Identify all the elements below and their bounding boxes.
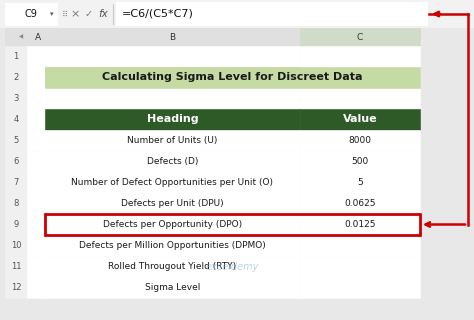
Text: Defects per Million Opportunities (DPMO): Defects per Million Opportunities (DPMO) xyxy=(79,241,266,250)
Text: C9: C9 xyxy=(25,9,37,19)
Bar xyxy=(5,46,27,67)
Text: Number of Defect Opportunities per Unit (O): Number of Defect Opportunities per Unit … xyxy=(72,178,273,187)
Text: 10: 10 xyxy=(11,241,21,250)
Text: Sigma Level: Sigma Level xyxy=(145,283,200,292)
Text: =C6/(C5*C7): =C6/(C5*C7) xyxy=(122,9,194,19)
Bar xyxy=(300,109,420,130)
Bar xyxy=(300,193,420,214)
Text: Calculating Sigma Level for Discreet Data: Calculating Sigma Level for Discreet Dat… xyxy=(102,73,363,83)
Bar xyxy=(27,256,45,277)
Bar xyxy=(5,3,57,25)
Text: 1: 1 xyxy=(13,52,18,61)
Bar xyxy=(300,214,420,235)
Bar xyxy=(27,193,45,214)
Text: 4: 4 xyxy=(13,115,18,124)
Text: exceldemy: exceldemy xyxy=(206,261,259,271)
Text: Defects per Unit (DPU): Defects per Unit (DPU) xyxy=(121,199,224,208)
Text: B: B xyxy=(169,33,175,42)
Bar xyxy=(5,130,27,151)
Text: 12: 12 xyxy=(11,283,21,292)
Bar xyxy=(5,172,27,193)
Text: 500: 500 xyxy=(351,157,369,166)
Bar xyxy=(45,151,300,172)
Text: Heading: Heading xyxy=(146,115,198,124)
Bar xyxy=(27,67,45,88)
Text: 2: 2 xyxy=(13,73,18,82)
Bar xyxy=(117,3,427,25)
Bar xyxy=(45,256,300,277)
Bar xyxy=(5,277,27,298)
Text: ⠿: ⠿ xyxy=(62,10,68,19)
Bar xyxy=(5,151,27,172)
Bar xyxy=(300,28,420,46)
Bar xyxy=(300,235,420,256)
Text: ✓: ✓ xyxy=(85,9,93,19)
Bar xyxy=(300,88,420,109)
Bar xyxy=(27,46,45,67)
Bar xyxy=(45,193,300,214)
Bar xyxy=(27,109,45,130)
Bar xyxy=(27,130,45,151)
Bar xyxy=(5,88,27,109)
Bar xyxy=(45,46,300,67)
Bar xyxy=(27,172,45,193)
Bar xyxy=(27,88,45,109)
Bar xyxy=(27,235,45,256)
Bar xyxy=(300,67,420,88)
Bar xyxy=(27,151,45,172)
Bar xyxy=(45,214,420,235)
Text: 0.0625: 0.0625 xyxy=(344,199,376,208)
Text: 9: 9 xyxy=(13,220,18,229)
Bar xyxy=(45,109,300,130)
Text: ×: × xyxy=(70,9,80,19)
Bar xyxy=(45,28,300,46)
Bar xyxy=(5,193,27,214)
Text: ▾: ▾ xyxy=(50,11,54,17)
Bar xyxy=(45,67,300,88)
Text: 8: 8 xyxy=(13,199,18,208)
Bar xyxy=(5,256,27,277)
Text: Number of Units (U): Number of Units (U) xyxy=(128,136,218,145)
Bar xyxy=(5,28,45,46)
Bar xyxy=(300,46,420,67)
Bar xyxy=(5,214,27,235)
Bar xyxy=(300,130,420,151)
Bar xyxy=(45,67,420,88)
Bar xyxy=(300,172,420,193)
Text: 7: 7 xyxy=(13,178,18,187)
Text: C: C xyxy=(357,33,363,42)
Bar xyxy=(45,172,300,193)
Bar xyxy=(45,214,300,235)
Bar xyxy=(0,0,474,28)
Bar xyxy=(5,235,27,256)
Bar xyxy=(5,67,27,88)
Bar xyxy=(27,277,45,298)
Text: ◀: ◀ xyxy=(19,35,23,39)
Text: Rolled Througout Yield (RTY): Rolled Througout Yield (RTY) xyxy=(109,262,237,271)
Bar xyxy=(300,256,420,277)
Text: A: A xyxy=(35,33,41,42)
Text: 6: 6 xyxy=(13,157,18,166)
Text: fx: fx xyxy=(98,9,108,19)
Text: Value: Value xyxy=(343,115,377,124)
Bar xyxy=(27,214,45,235)
Text: 5: 5 xyxy=(13,136,18,145)
Bar xyxy=(300,151,420,172)
Text: 8000: 8000 xyxy=(348,136,372,145)
Text: 0.0125: 0.0125 xyxy=(344,220,376,229)
Text: 3: 3 xyxy=(13,94,18,103)
Bar xyxy=(45,130,300,151)
Text: 5: 5 xyxy=(357,178,363,187)
Text: 11: 11 xyxy=(11,262,21,271)
Bar xyxy=(45,235,300,256)
Bar xyxy=(300,277,420,298)
Text: Defects per Opportunity (DPO): Defects per Opportunity (DPO) xyxy=(103,220,242,229)
Bar xyxy=(45,277,300,298)
Bar xyxy=(45,88,300,109)
Text: Defects (D): Defects (D) xyxy=(147,157,198,166)
Bar xyxy=(5,109,27,130)
